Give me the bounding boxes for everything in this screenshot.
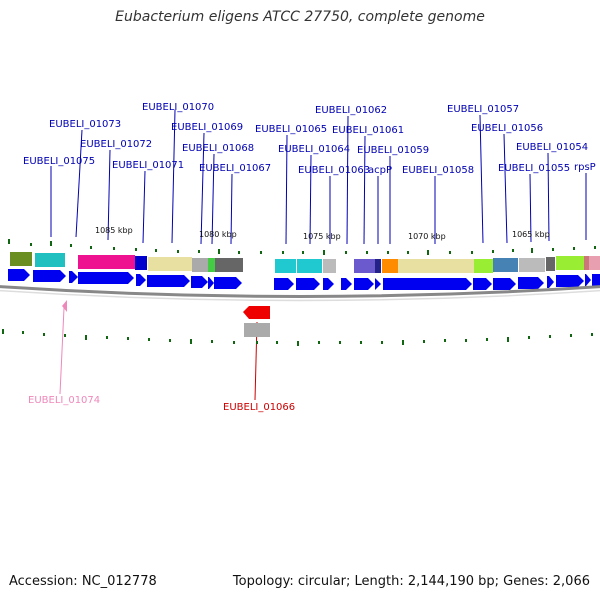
gene-label-01055[interactable]: EUBELI_01055 <box>498 163 570 174</box>
gene-label-rpsP[interactable]: rpsP <box>574 162 596 173</box>
gene-label-01062[interactable]: EUBELI_01062 <box>315 105 387 116</box>
gene-label-group: EUBELI_01075 EUBELI_01073 EUBELI_01072 E… <box>23 102 596 413</box>
gene-label-01063[interactable]: EUBELI_01063 <box>298 165 370 176</box>
reverse-gene-01074 <box>62 300 67 312</box>
scale-label-1075: 1075 kbp <box>303 232 341 241</box>
gene-label-01072[interactable]: EUBELI_01072 <box>80 139 152 150</box>
map-title: Eubacterium eligens ATCC 27750, complete… <box>115 9 485 25</box>
upper-tick-row <box>8 239 596 255</box>
genome-backbone <box>0 285 600 298</box>
scale-label-1070: 1070 kbp <box>408 232 446 241</box>
gene-label-01057[interactable]: EUBELI_01057 <box>447 104 519 115</box>
gene-label-01056[interactable]: EUBELI_01056 <box>471 123 543 134</box>
scale-label-1065: 1065 kbp <box>512 230 550 239</box>
cog-feature-row <box>10 252 600 273</box>
gene-label-01070[interactable]: EUBELI_01070 <box>142 102 214 113</box>
gene-label-01071[interactable]: EUBELI_01071 <box>112 160 184 171</box>
gene-label-01061[interactable]: EUBELI_01061 <box>332 125 404 136</box>
gene-label-01069[interactable]: EUBELI_01069 <box>171 122 243 133</box>
gene-label-01066[interactable]: EUBELI_01066 <box>223 402 295 413</box>
accession-text: Accession: NC_012778 <box>9 574 157 589</box>
gene-label-01054[interactable]: EUBELI_01054 <box>516 142 588 153</box>
reverse-gene-01066-cog <box>244 323 270 337</box>
scale-label-1085: 1085 kbp <box>95 226 133 235</box>
gene-label-01067[interactable]: EUBELI_01067 <box>199 163 271 174</box>
gene-label-01065[interactable]: EUBELI_01065 <box>255 124 327 135</box>
forward-strand-genes <box>8 269 600 290</box>
gene-label-01064[interactable]: EUBELI_01064 <box>278 144 350 155</box>
gene-label-01058[interactable]: EUBELI_01058 <box>402 165 474 176</box>
leader-line-01074 <box>59 307 65 395</box>
gene-label-01068[interactable]: EUBELI_01068 <box>182 143 254 154</box>
leader-lines <box>50 109 587 245</box>
genome-stats-text: Topology: circular; Length: 2,144,190 bp… <box>232 574 590 589</box>
gene-label-01059[interactable]: EUBELI_01059 <box>357 145 429 156</box>
gene-label-01075[interactable]: EUBELI_01075 <box>23 156 95 167</box>
gene-label-01073[interactable]: EUBELI_01073 <box>49 119 121 130</box>
lower-tick-row <box>2 329 593 346</box>
scale-label-1080: 1080 kbp <box>199 230 237 239</box>
gene-label-acpP[interactable]: acpP <box>368 165 392 176</box>
gene-label-01074[interactable]: EUBELI_01074 <box>28 395 100 406</box>
reverse-gene-01066 <box>243 306 270 319</box>
scale-labels: 1085 kbp 1080 kbp 1075 kbp 1070 kbp 1065… <box>95 226 550 241</box>
